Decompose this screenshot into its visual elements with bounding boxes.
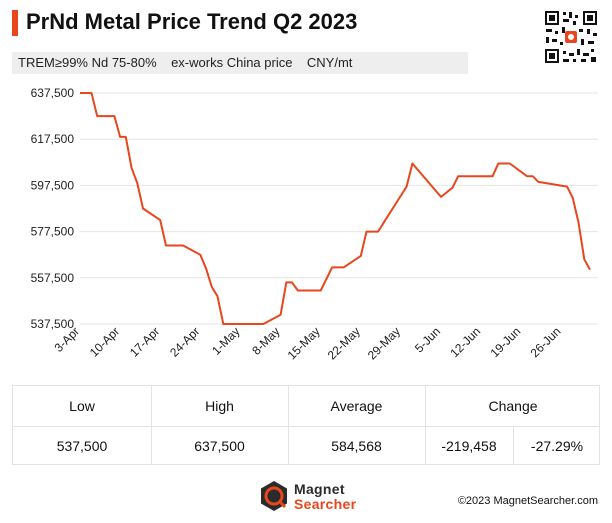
- x-tick-label: 15-May: [285, 324, 323, 362]
- x-axis-ticks: 3-Apr 10-Apr 17-Apr 24-Apr 1-May 8-May 15-May 2…: [51, 324, 563, 362]
- stats-value-change-pct: -27.29%: [530, 438, 584, 454]
- y-tick-label: 597,500: [31, 178, 75, 192]
- chart-title: PrNd Metal Price Trend Q2 2023: [26, 9, 358, 34]
- magnet-searcher-logo: Magnet Searcher: [258, 478, 378, 514]
- y-tick-label: 617,500: [31, 132, 75, 146]
- stats-header-low: Low: [69, 398, 95, 414]
- stats-value-low: 537,500: [56, 438, 108, 454]
- qr-code-icon: [543, 9, 599, 65]
- stats-values-row: 537,500 637,500 584,568 -219,458 -27.29%: [13, 426, 599, 466]
- stats-value-high: 637,500: [194, 438, 245, 454]
- stats-value-average: 584,568: [331, 438, 382, 454]
- logo-text-magnet: Magnet: [294, 481, 345, 497]
- x-tick-label: 1-May: [209, 324, 242, 357]
- x-tick-label: 26-Jun: [528, 324, 564, 360]
- y-tick-label: 637,500: [31, 86, 75, 100]
- x-tick-label: 22-May: [325, 324, 363, 362]
- y-axis-ticks: 537,500 557,500 577,500 597,500 617,500 637,5…: [31, 86, 75, 331]
- x-tick-label: 24-Apr: [167, 324, 202, 359]
- grid-lines: [80, 92, 598, 325]
- x-tick-label: 17-Apr: [127, 324, 162, 359]
- stats-header-average: Average: [330, 398, 383, 414]
- price-stats-table: Low High Average Change 537,500 637,500 …: [12, 385, 600, 465]
- chart-subtitle: TREM≥99% Nd 75-80% ex-works China price …: [12, 52, 468, 74]
- title-accent-bar: [12, 10, 18, 36]
- price-series-line: [80, 92, 591, 325]
- x-tick-label: 29-May: [365, 324, 403, 362]
- y-tick-label: 577,500: [31, 225, 75, 239]
- y-tick-label: 537,500: [31, 317, 75, 331]
- x-tick-label: 10-Apr: [87, 324, 122, 359]
- stats-header-change: Change: [488, 398, 538, 414]
- y-tick-label: 557,500: [31, 271, 75, 285]
- x-tick-label: 12-Jun: [447, 324, 483, 360]
- x-tick-label: 5-Jun: [412, 324, 443, 355]
- magnet-searcher-logo-icon: [261, 481, 287, 511]
- x-tick-label: 19-Jun: [488, 324, 524, 360]
- copyright-text: ©2023 MagnetSearcher.com: [457, 495, 598, 507]
- stats-header-row: Low High Average Change: [13, 386, 599, 427]
- x-tick-label: 8-May: [249, 324, 282, 357]
- logo-text-searcher: Searcher: [294, 496, 357, 512]
- stats-header-high: High: [205, 398, 234, 414]
- stats-value-change-abs: -219,458: [441, 438, 497, 454]
- price-line-chart: 537,500 557,500 577,500 597,500 617,500 637,5…: [31, 86, 598, 362]
